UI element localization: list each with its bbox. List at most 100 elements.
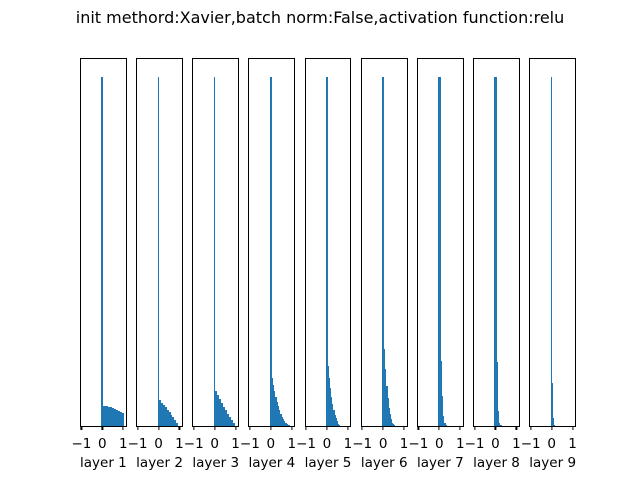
x-tick (136, 426, 139, 430)
histogram-bar (163, 404, 165, 427)
histogram-bar (275, 396, 277, 427)
histogram-bar (164, 407, 167, 427)
histogram-bar (279, 410, 281, 427)
histogram-spike-bar (157, 76, 160, 427)
histogram-bar (111, 407, 114, 427)
histogram-spike-bar (101, 76, 104, 427)
histogram-bar (277, 406, 280, 427)
x-tick (417, 426, 419, 430)
histogram-bar (113, 408, 116, 427)
x-tick (101, 426, 103, 430)
x-tick-label: −1 (408, 435, 429, 452)
x-tick (122, 426, 124, 430)
histogram-bar (332, 404, 334, 427)
x-tick (157, 426, 160, 430)
subplot-layer-7: −1 0 1 layer 7 (408, 57, 465, 471)
histogram-bar (389, 414, 391, 427)
histogram-bar (392, 424, 394, 427)
xlabel: layer 5 (304, 454, 352, 471)
histogram-bar (168, 412, 171, 427)
histogram-bar (105, 406, 108, 427)
histogram-spike-bar (270, 76, 272, 427)
histogram-bar (441, 396, 444, 427)
histogram-bar (497, 410, 500, 427)
histogram-bar (445, 425, 447, 427)
histogram-bar (289, 425, 291, 427)
histogram-bar (223, 406, 226, 427)
histogram-bar (334, 414, 336, 427)
histogram-bar (280, 413, 282, 427)
histogram-spike-bar (326, 76, 328, 427)
subplot-layer-6: −1 0 1 layer 6 (352, 57, 408, 471)
histogram-bar (388, 407, 390, 427)
histogram-bar (217, 395, 220, 427)
histogram-bar (170, 414, 173, 427)
histogram-bar (161, 402, 163, 427)
histogram-bar (328, 377, 330, 427)
histogram-bar (176, 423, 179, 427)
histogram-bar (231, 419, 234, 427)
histogram-bar (284, 421, 286, 427)
histogram-bar (552, 382, 554, 427)
x-tick (515, 426, 517, 430)
x-tick (305, 426, 307, 430)
histogram-bar (115, 409, 119, 427)
x-tick-label: −1 (239, 435, 260, 452)
x-tick (361, 426, 363, 430)
x-tick-label: 0 (322, 435, 332, 452)
subplot-layer-1: −1 0 1 layer 1 (71, 57, 128, 471)
histogram-bar (276, 401, 278, 427)
x-tick-label: 1 (175, 435, 184, 452)
x-tick-label: −1 (352, 435, 373, 452)
histogram-bar (333, 410, 335, 427)
x-tick-label: 1 (231, 435, 240, 452)
histogram-bar (219, 399, 222, 427)
x-tick-label: −1 (183, 435, 204, 452)
histogram-bar (496, 361, 498, 427)
subplot-layer-5: −1 0 1 layer 5 (296, 57, 352, 471)
x-tick (494, 426, 497, 430)
subplot-layer-2: −1 0 1 layer 2 (128, 57, 184, 471)
histogram-bar (330, 387, 332, 427)
histogram-bar (444, 422, 446, 427)
x-tick (571, 426, 574, 430)
x-tick-label: 0 (210, 435, 219, 452)
x-tick-label: 0 (547, 435, 556, 452)
histogram-spike-bar (213, 76, 216, 427)
x-tick (551, 426, 553, 430)
histogram-bar (327, 366, 329, 427)
histogram-spike-bar (494, 76, 497, 427)
figure-title: init methord:Xavier,batch norm:False,act… (75, 8, 565, 27)
histogram-bar (120, 411, 123, 427)
xlabel: layer 8 (473, 454, 520, 471)
histogram-bar (122, 412, 125, 427)
x-tick-label: 0 (154, 435, 163, 452)
x-tick-label: −1 (520, 435, 541, 452)
x-tick (326, 426, 328, 430)
x-tick (347, 426, 349, 430)
x-tick (473, 426, 476, 430)
x-tick-label: 0 (491, 435, 500, 452)
x-tick (214, 426, 216, 430)
histogram-spike-bar (381, 76, 385, 427)
xlabel: layer 1 (80, 454, 127, 471)
x-tick (193, 426, 195, 430)
x-tick-label: 1 (343, 435, 353, 452)
histogram-bar (286, 423, 288, 427)
histogram-bar (109, 407, 112, 427)
subplot-layer-3: −1 0 1 layer 3 (184, 57, 240, 471)
histogram-bar (393, 425, 395, 427)
histogram-bar (499, 422, 501, 427)
histogram-bar (287, 424, 290, 427)
histogram-bar (272, 385, 275, 427)
x-tick-label: 0 (435, 435, 444, 452)
histogram-bar (553, 418, 555, 427)
histogram-bar (103, 406, 106, 427)
xlabel: layer 6 (360, 454, 408, 471)
histogram-bar (233, 422, 236, 427)
x-tick (80, 426, 82, 430)
x-tick-label: 1 (287, 435, 297, 452)
histogram-bar (335, 418, 337, 427)
histogram-bar (336, 421, 339, 427)
